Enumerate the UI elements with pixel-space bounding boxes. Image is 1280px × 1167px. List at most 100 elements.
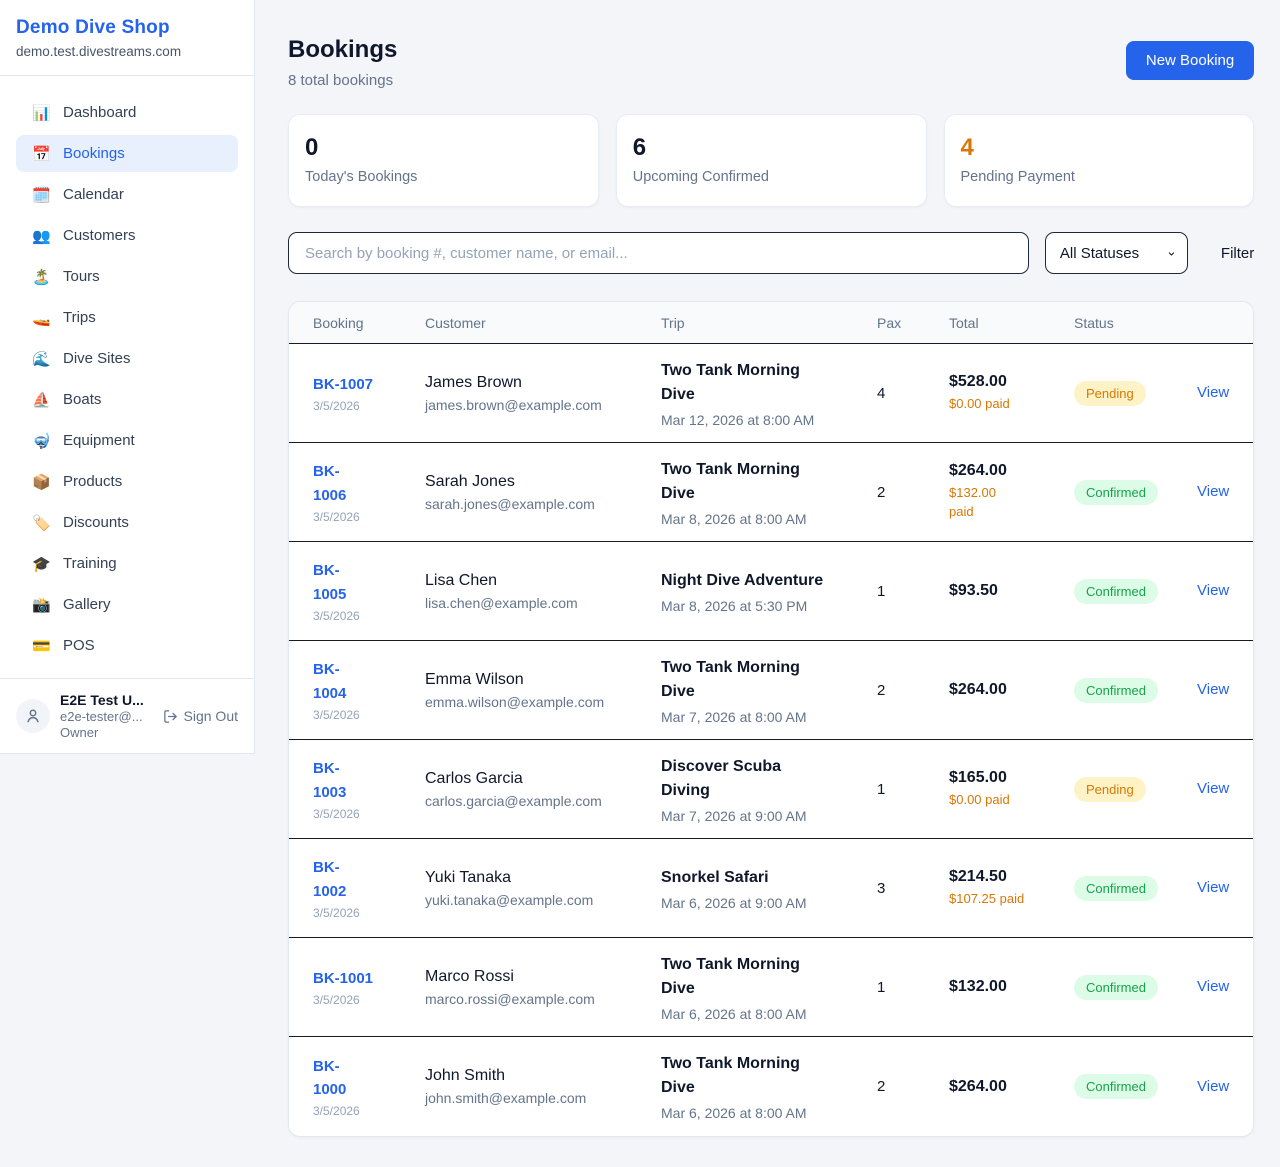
sailboat-icon: ⛵ <box>32 391 51 409</box>
customer-name: John Smith <box>425 1067 506 1084</box>
customer-name: Lisa Chen <box>425 571 498 589</box>
island-icon: 🏝️ <box>32 268 51 286</box>
booking-id-link[interactable]: BK- 1002 <box>313 859 347 900</box>
stat-card-todays-bookings: 0 Today's Bookings <box>288 114 599 207</box>
table-row: BK- 1003 3/5/2026 Carlos Garcia carlos.g… <box>289 740 1254 839</box>
trip-name: Two Tank Morning Dive <box>661 361 800 403</box>
filter-button[interactable]: Filter <box>1220 244 1255 262</box>
sidebar-item-pos[interactable]: 💳 POS <box>32 637 95 655</box>
sidebar-item-tours[interactable]: 🏝️ Tours <box>32 268 100 286</box>
view-link[interactable]: View <box>1197 780 1230 797</box>
filter-row: All Statuses ⌄ Filter <box>288 232 1254 274</box>
status-badge: Confirmed <box>1074 578 1158 604</box>
sidebar-item-dashboard[interactable]: 📊 Dashboard <box>32 104 137 122</box>
user-meta: E2E Test U... e2e-tester@... Owner <box>60 692 153 740</box>
page-subtitle: 8 total bookings <box>288 72 394 89</box>
customer-name: Sarah Jones <box>425 472 515 490</box>
booking-id-link[interactable]: BK-1007 <box>313 375 374 393</box>
trip-name: Two Tank Morning Dive <box>661 460 800 502</box>
table-row: BK-1001 3/5/2026 Marco Rossi marco.rossi… <box>289 938 1254 1037</box>
view-link[interactable]: View <box>1197 582 1230 599</box>
stat-value: 0 <box>305 134 319 161</box>
trip-datetime: Mar 6, 2026 at 8:00 AM <box>661 1005 807 1022</box>
booking-date: 3/5/2026 <box>313 399 360 414</box>
sidebar-item-calendar[interactable]: 🗓️ Calendar <box>32 186 124 204</box>
booking-date: 3/5/2026 <box>313 608 360 623</box>
page-title: Bookings <box>288 36 398 63</box>
sign-out-label: Sign Out <box>183 708 238 724</box>
sidebar-item-gallery[interactable]: 📸 Gallery <box>32 596 111 614</box>
table-row: BK- 1005 3/5/2026 Lisa Chen lisa.chen@ex… <box>289 542 1254 641</box>
status-badge: Pending <box>1074 380 1146 406</box>
booking-id-link[interactable]: BK- 1003 <box>313 760 347 801</box>
view-link[interactable]: View <box>1197 483 1230 500</box>
booking-date: 3/5/2026 <box>313 806 360 821</box>
booking-date: 3/5/2026 <box>313 993 360 1008</box>
speedboat-icon: 🚤 <box>32 309 51 327</box>
paid-amount: $0.00 paid <box>949 791 1010 807</box>
sidebar-item-bookings[interactable]: 📅 Bookings <box>16 135 238 172</box>
pax-count: 1 <box>877 978 886 996</box>
view-link[interactable]: View <box>1197 1077 1230 1095</box>
customer-email: lisa.chen@example.com <box>425 594 578 611</box>
sidebar-item-discounts[interactable]: 🏷️ Discounts <box>32 514 129 532</box>
view-link[interactable]: View <box>1197 978 1230 995</box>
sidebar-nav: 📊 Dashboard 📅 Bookings 🗓️ Calendar 👥 Cus… <box>0 76 254 678</box>
table-row: BK-1007 3/5/2026 James Brown james.brown… <box>289 344 1254 443</box>
table-row: BK- 1002 3/5/2026 Yuki Tanaka yuki.tanak… <box>289 839 1254 938</box>
booking-id-link[interactable]: BK- 1000 <box>313 1057 347 1098</box>
booking-id-link[interactable]: BK-1001 <box>313 969 374 987</box>
tag-icon: 🏷️ <box>32 514 51 532</box>
total-amount: $264.00 <box>949 681 1007 698</box>
sign-out-button[interactable]: Sign Out <box>163 708 238 724</box>
sidebar-item-boats[interactable]: ⛵ Boats <box>32 391 102 409</box>
total-amount: $528.00 <box>949 372 1007 390</box>
total-amount: $165.00 <box>949 768 1007 786</box>
sidebar-item-customers[interactable]: 👥 Customers <box>32 227 136 245</box>
table-body: BK-1007 3/5/2026 James Brown james.brown… <box>289 344 1254 1136</box>
booking-id-link[interactable]: BK- 1006 <box>313 463 347 504</box>
table-row: BK- 1000 3/5/2026 John Smith john.smith@… <box>289 1037 1253 1136</box>
sidebar-item-equipment[interactable]: 🤿 Equipment <box>32 432 135 450</box>
page-title-block: Bookings 8 total bookings <box>288 36 397 89</box>
graduation-cap-icon: 🎓 <box>32 555 51 573</box>
sidebar-item-products[interactable]: 📦 Products <box>32 473 123 491</box>
column-header-status: Status <box>1074 314 1114 331</box>
search-input[interactable] <box>288 232 1029 274</box>
user-email: e2e-tester@... <box>60 709 143 724</box>
brand-block: Demo Dive Shop demo.test.divestreams.com <box>0 0 254 76</box>
user-box: E2E Test U... e2e-tester@... Owner Sign … <box>0 678 254 753</box>
status-badge: Confirmed <box>1074 479 1158 505</box>
trip-name: Two Tank Morning Dive <box>661 955 800 997</box>
view-link[interactable]: View <box>1197 384 1230 401</box>
booking-id-link[interactable]: BK- 1005 <box>313 562 347 603</box>
pax-count: 4 <box>877 384 886 402</box>
brand-domain: demo.test.divestreams.com <box>16 44 182 59</box>
booking-id-link[interactable]: BK- 1004 <box>313 661 347 702</box>
sidebar-item-trips[interactable]: 🚤 Trips <box>32 309 96 327</box>
trip-datetime: Mar 7, 2026 at 8:00 AM <box>661 708 807 725</box>
new-booking-button[interactable]: New Booking <box>1125 41 1255 80</box>
sidebar-item-training[interactable]: 🎓 Training <box>32 555 117 573</box>
paid-amount: $132.00 paid <box>949 485 996 519</box>
column-header-total: Total <box>949 314 979 331</box>
customer-email: emma.wilson@example.com <box>425 693 605 710</box>
view-link[interactable]: View <box>1197 681 1230 698</box>
pax-count: 2 <box>877 483 886 501</box>
view-link[interactable]: View <box>1197 879 1230 896</box>
status-select[interactable]: All Statuses <box>1044 232 1188 274</box>
stats-row: 0 Today's Bookings 6 Upcoming Confirmed … <box>288 114 1255 207</box>
stat-card-upcoming-confirmed: 6 Upcoming Confirmed <box>615 114 927 207</box>
stat-label: Upcoming Confirmed <box>632 169 769 185</box>
trip-name: Discover Scuba Diving <box>661 757 782 799</box>
spiral-calendar-icon: 🗓️ <box>32 186 51 204</box>
customer-email: james.brown@example.com <box>425 396 602 413</box>
trip-datetime: Mar 12, 2026 at 8:00 AM <box>661 411 815 428</box>
stat-card-pending-payment: 4 Pending Payment <box>943 114 1255 207</box>
column-header-trip: Trip <box>661 314 685 331</box>
sidebar-item-dive-sites[interactable]: 🌊 Dive Sites <box>32 350 131 368</box>
customer-email: yuki.tanaka@example.com <box>425 891 594 908</box>
customer-name: Yuki Tanaka <box>425 868 511 886</box>
table-row: BK- 1006 3/5/2026 Sarah Jones sarah.jone… <box>289 443 1254 542</box>
